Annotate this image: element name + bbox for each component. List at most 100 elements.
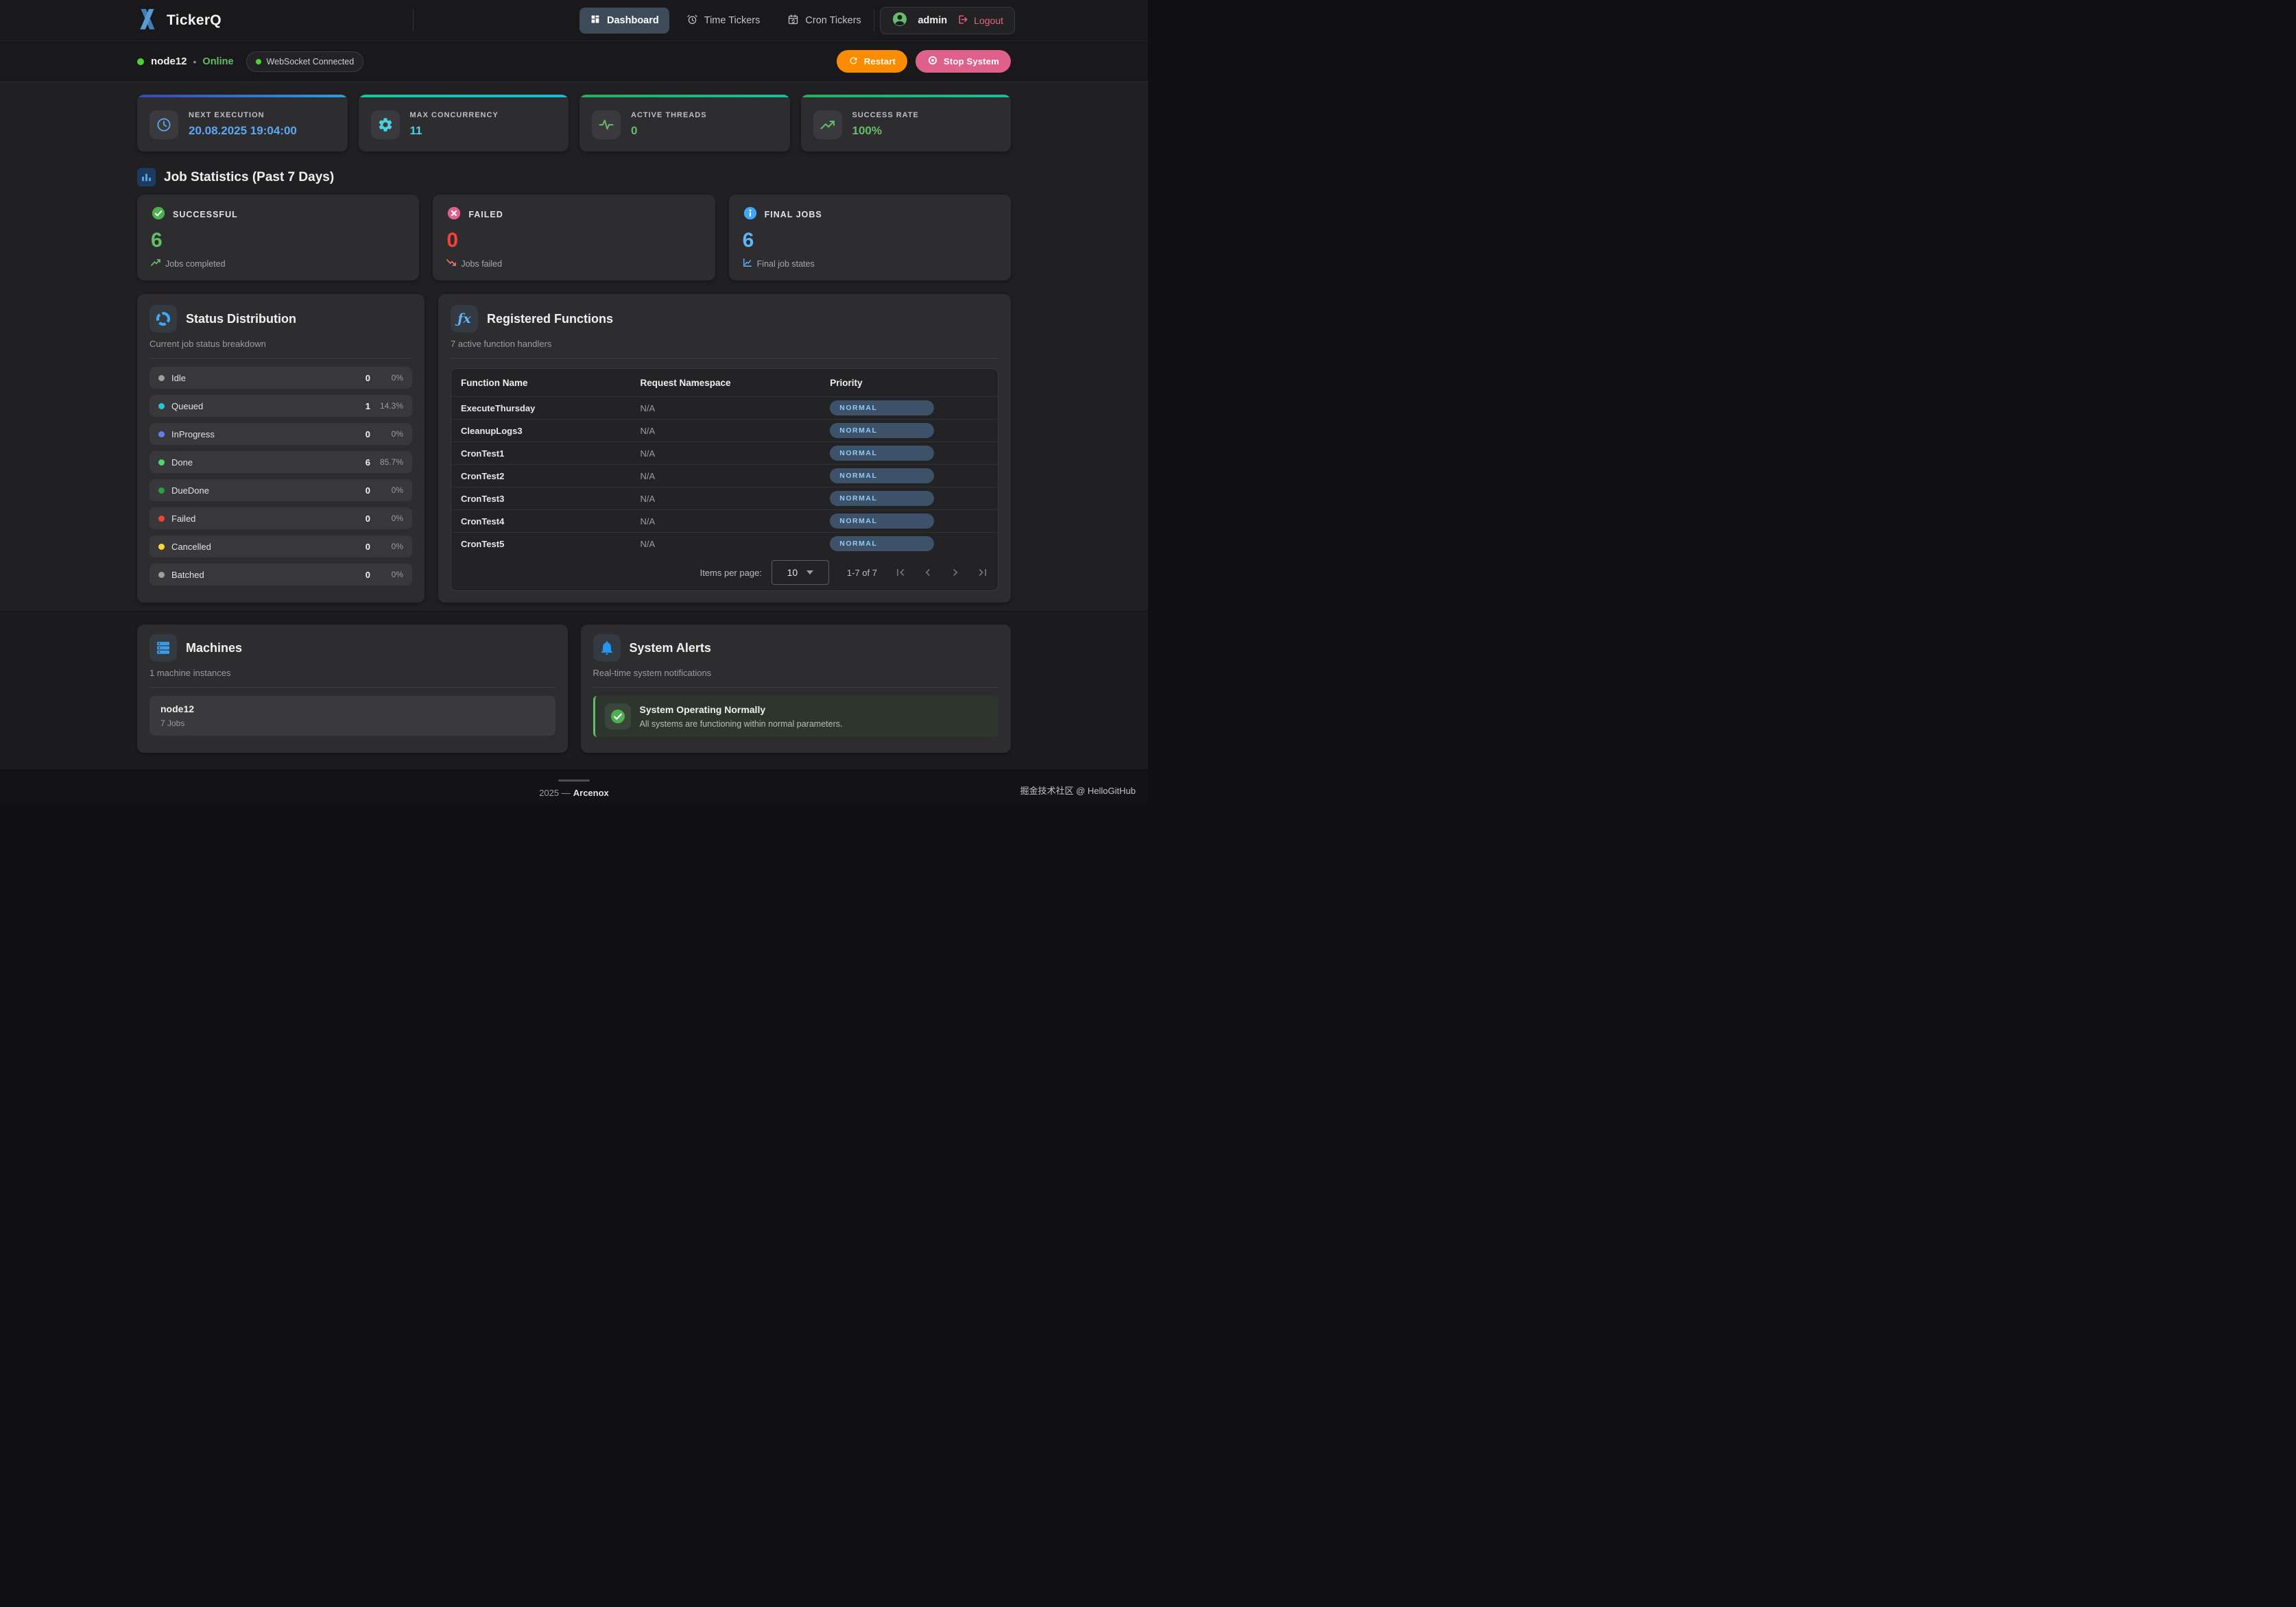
first-page-button[interactable] (892, 564, 909, 581)
max-concurrency-card: MAX CONCURRENCY 11 (358, 95, 569, 152)
server-icon (150, 634, 177, 662)
priority-badge: NORMAL (830, 446, 935, 461)
status-donut-icon (150, 305, 177, 333)
logout-icon (957, 14, 968, 27)
watermark-text: 掘金技术社区 @ HelloGitHub (1020, 786, 1136, 796)
request-namespace: N/A (640, 538, 656, 549)
footer-divider (558, 780, 590, 782)
tab-label: Cron Tickers (805, 15, 861, 26)
status-percent: 0% (391, 570, 403, 579)
priority-badge: NORMAL (830, 423, 935, 438)
status-percent: 0% (391, 429, 403, 439)
status-dot (158, 543, 165, 550)
mini-trending-up-icon (151, 258, 160, 269)
clock-icon (150, 110, 178, 139)
panel-subtitle: 7 active function handlers (451, 339, 552, 349)
stat-label: SUCCESS RATE (852, 111, 919, 119)
restart-button[interactable]: Restart (836, 50, 908, 73)
panel-title: Registered Functions (487, 311, 614, 326)
request-namespace: N/A (640, 493, 656, 504)
node-state: Online (202, 56, 234, 67)
stat-cards-row: NEXT EXECUTION 20.08.2025 19:04:00 MAX C… (137, 95, 1011, 152)
status-percent: 0% (391, 373, 403, 383)
status-row-done: Done 6 85.7% (150, 451, 412, 473)
tab-cron-tickers[interactable]: Cron Tickers (777, 8, 871, 34)
stat-value: 11 (409, 124, 422, 137)
function-name: CronTest5 (461, 538, 505, 549)
items-per-page-select[interactable]: 10 (771, 560, 829, 585)
logout-button[interactable]: Logout (957, 14, 1003, 27)
pagination-range: 1-7 of 7 (846, 567, 877, 578)
col-function-name: Function Name (461, 377, 528, 388)
panel-title: Machines (186, 640, 243, 655)
success-rate-card: SUCCESS RATE 100% (800, 95, 1011, 152)
previous-page-button[interactable] (920, 564, 936, 581)
gear-icon (370, 110, 400, 139)
pulse-icon (592, 110, 621, 139)
last-page-button[interactable] (974, 564, 991, 581)
successful-card: SUCCESSFUL 6 Jobs completed (137, 195, 420, 280)
jobcard-caption: Jobs completed (165, 258, 226, 269)
tab-label: Dashboard (607, 15, 659, 26)
card-accent-strip (137, 95, 348, 97)
status-dot (158, 402, 165, 409)
priority-badge: NORMAL (830, 513, 935, 529)
items-per-page-label: Items per page: (699, 567, 762, 578)
top-navbar: TickerQ Dashboard Time Tickers (0, 0, 1148, 41)
status-dot (158, 431, 165, 437)
logout-label: Logout (974, 15, 1003, 26)
status-percent: 0% (391, 542, 403, 551)
status-dot (158, 515, 165, 522)
function-name: ExecuteThursday (461, 402, 536, 413)
next-page-button[interactable] (947, 564, 964, 581)
header-divider (413, 10, 414, 32)
active-threads-card: ACTIVE THREADS 0 (579, 95, 790, 152)
tab-dashboard[interactable]: Dashboard (579, 8, 669, 34)
panel-subtitle: Real-time system notifications (593, 668, 712, 678)
items-per-page-value: 10 (787, 567, 798, 578)
status-row-failed: Failed 0 0% (150, 507, 412, 529)
function-fx-icon: ƒx (451, 305, 478, 333)
check-circle-icon (151, 206, 166, 223)
panel-subtitle: Current job status breakdown (150, 339, 266, 349)
priority-badge: NORMAL (830, 400, 935, 415)
tab-time-tickers[interactable]: Time Tickers (676, 8, 771, 34)
functions-table: Function Name Request Namespace Priority… (451, 368, 998, 591)
status-percent: 0% (391, 513, 403, 523)
status-count: 0 (365, 569, 370, 580)
system-actions: Restart Stop System (836, 50, 1011, 73)
function-name: CronTest4 (461, 516, 505, 527)
refresh-icon (848, 56, 859, 68)
table-header-row: Function Name Request Namespace Priority (451, 369, 998, 396)
status-count: 0 (365, 541, 370, 552)
panel-subtitle: 1 machine instances (150, 668, 231, 678)
stat-value: 0 (631, 124, 638, 137)
jobcard-value: 0 (446, 228, 459, 252)
col-request-namespace: Request Namespace (640, 377, 731, 388)
alert-item: System Operating Normally All systems ar… (593, 696, 998, 737)
tickerq-logo-icon (137, 8, 158, 34)
priority-badge: NORMAL (830, 536, 935, 551)
websocket-label: WebSocket Connected (266, 56, 355, 67)
tab-label: Time Tickers (704, 15, 761, 26)
stop-system-button[interactable]: Stop System (916, 50, 1011, 73)
table-pagination: Items per page: 10 1-7 of 7 (451, 555, 998, 590)
stop-label: Stop System (944, 56, 999, 67)
divider (150, 358, 412, 359)
request-namespace: N/A (640, 402, 656, 413)
status-label: Done (171, 457, 193, 468)
footer: 2025 — Arcenox 掘金技术社区 @ HelloGitHub (0, 769, 1148, 804)
panel-title: Status Distribution (186, 311, 296, 326)
job-statistics-header: Job Statistics (Past 7 Days) (137, 168, 1011, 186)
alert-message: All systems are functioning within norma… (639, 719, 843, 729)
footer-year: 2025 — (539, 788, 571, 798)
panel-title: System Alerts (629, 640, 711, 655)
status-count: 0 (365, 485, 370, 496)
node-status-bar: node12 • Online WebSocket Connected Rest… (0, 41, 1148, 82)
bottom-section: Machines 1 machine instances node12 7 Jo… (0, 611, 1148, 769)
status-row-inprogress: InProgress 0 0% (150, 423, 412, 445)
status-distribution-panel: Status Distribution Current job status b… (137, 294, 424, 603)
dashboard-icon (590, 14, 601, 27)
check-circle-icon (604, 703, 631, 729)
table-row: CronTest2 N/A NORMAL (451, 464, 998, 487)
